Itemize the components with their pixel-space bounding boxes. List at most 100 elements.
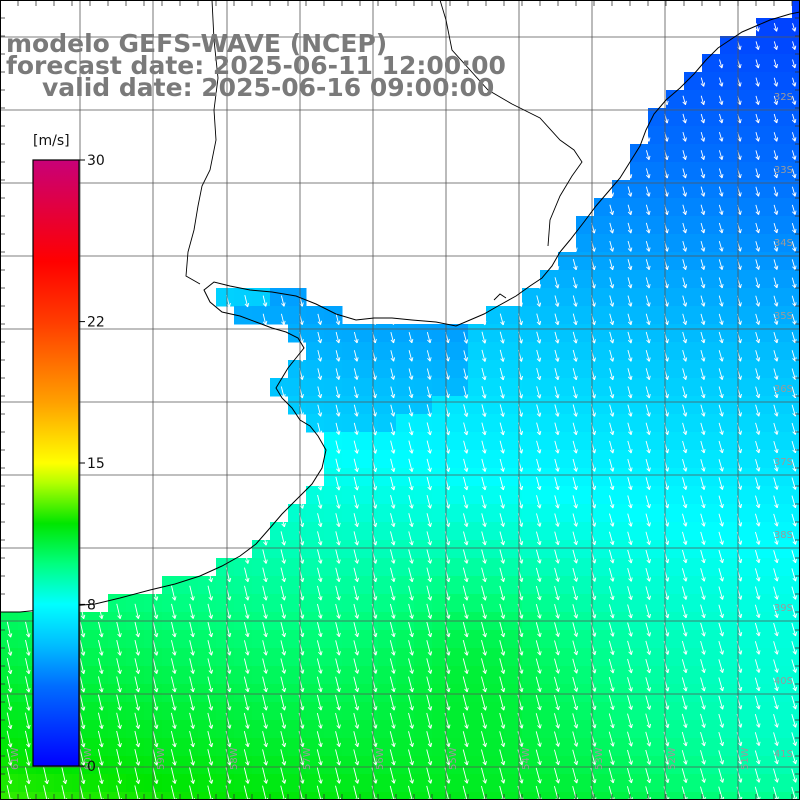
wind-speed-cell — [630, 414, 649, 433]
wind-speed-cell — [468, 468, 487, 487]
wind-arrow — [481, 531, 487, 546]
wind-arrow — [499, 621, 506, 638]
colorbar-tick-label: 8 — [87, 597, 96, 613]
wind-arrow — [700, 222, 706, 234]
wind-arrow — [608, 731, 615, 747]
wind-speed-cell — [666, 342, 685, 361]
wind-arrow — [335, 622, 341, 638]
wind-arrow — [535, 567, 542, 582]
wind-speed-cell — [90, 702, 109, 721]
wind-speed-cell — [666, 198, 685, 217]
wind-speed-cell — [468, 450, 487, 469]
wind-arrow — [718, 259, 724, 270]
wind-speed-cell — [774, 306, 793, 325]
wind-speed-cell — [630, 252, 649, 271]
wind-arrow — [773, 531, 779, 545]
wind-speed-cell — [792, 18, 800, 37]
wind-arrow — [316, 712, 323, 729]
wind-arrow — [755, 113, 760, 124]
wind-speed-cell — [684, 792, 703, 800]
wind-speed-cell — [684, 468, 703, 487]
wind-speed-cell — [504, 648, 523, 667]
wind-arrow — [536, 458, 542, 472]
wind-speed-cell — [594, 504, 613, 523]
wind-arrow — [134, 767, 141, 784]
wind-speed-cell — [774, 180, 793, 199]
wind-arrow — [408, 712, 414, 729]
wind-speed-cell — [504, 378, 523, 397]
wind-speed-cell — [630, 666, 649, 685]
wind-arrow — [390, 313, 396, 325]
wind-arrow — [700, 477, 706, 490]
wind-speed-cell — [18, 648, 37, 667]
wind-speed-cell — [342, 468, 361, 487]
wind-speed-cell — [594, 288, 613, 307]
wind-arrow — [207, 749, 214, 766]
wind-speed-cell — [522, 324, 541, 343]
wind-arrow — [572, 567, 578, 582]
wind-arrow — [608, 767, 615, 784]
wind-arrow — [481, 585, 487, 601]
wind-speed-cell — [684, 504, 703, 523]
wind-arrow — [280, 585, 286, 601]
wind-arrow — [773, 186, 779, 197]
wind-speed-cell — [324, 738, 343, 757]
wind-arrow — [572, 458, 578, 472]
wind-speed-cell — [306, 720, 325, 739]
wind-arrow — [700, 313, 706, 325]
wind-speed-cell — [648, 432, 667, 451]
wind-speed-cell — [630, 306, 649, 325]
wind-arrow — [134, 621, 141, 638]
wind-arrow — [627, 368, 633, 381]
wind-speed-cell — [216, 684, 235, 703]
wind-arrow — [700, 386, 706, 399]
wind-arrow — [791, 295, 797, 307]
wind-speed-cell — [504, 414, 523, 433]
wind-speed-cell — [738, 648, 757, 667]
wind-speed-cell — [630, 558, 649, 577]
wind-speed-cell — [792, 576, 800, 595]
wind-arrow — [408, 386, 414, 399]
wind-speed-cell — [666, 108, 685, 127]
wind-arrow — [718, 386, 724, 399]
wind-speed-cell — [342, 540, 361, 559]
wind-speed-cell — [666, 450, 685, 469]
wind-arrow — [572, 313, 578, 326]
wind-speed-cell — [540, 360, 559, 379]
wind-arrow — [754, 568, 761, 582]
wind-speed-cell — [684, 216, 703, 235]
wind-arrow — [316, 622, 323, 638]
wind-speed-cell — [738, 576, 757, 595]
wind-arrow — [718, 422, 724, 435]
wind-speed-cell — [612, 684, 631, 703]
wind-arrow — [682, 131, 687, 142]
wind-arrow — [755, 459, 761, 472]
wind-arrow — [463, 368, 469, 380]
wind-speed-cell — [414, 774, 433, 793]
wind-speed-cell — [576, 270, 595, 289]
wind-arrow — [353, 458, 359, 473]
wind-arrow — [791, 586, 797, 600]
wind-arrow — [25, 658, 31, 675]
wind-speed-cell — [450, 558, 469, 577]
wind-arrow — [97, 749, 104, 766]
wind-arrow — [755, 331, 761, 344]
wind-speed-cell — [774, 558, 793, 577]
wind-speed-cell — [630, 270, 649, 289]
wind-arrow — [773, 241, 779, 252]
wind-speed-cell — [414, 432, 433, 451]
wind-arrow — [572, 640, 579, 656]
wind-speed-cell — [702, 234, 721, 253]
wind-speed-cell — [594, 468, 613, 487]
wind-speed-cell — [396, 774, 415, 793]
wind-speed-cell — [594, 198, 613, 217]
wind-speed-cell — [216, 774, 235, 793]
wind-speed-cell — [648, 360, 667, 379]
wind-speed-cell — [378, 666, 397, 685]
wind-speed-cell — [252, 540, 271, 559]
wind-speed-cell — [720, 342, 739, 361]
wind-arrow — [535, 694, 542, 711]
wind-arrow — [280, 313, 286, 326]
wind-arrow — [207, 694, 214, 711]
wind-speed-cell — [666, 252, 685, 271]
